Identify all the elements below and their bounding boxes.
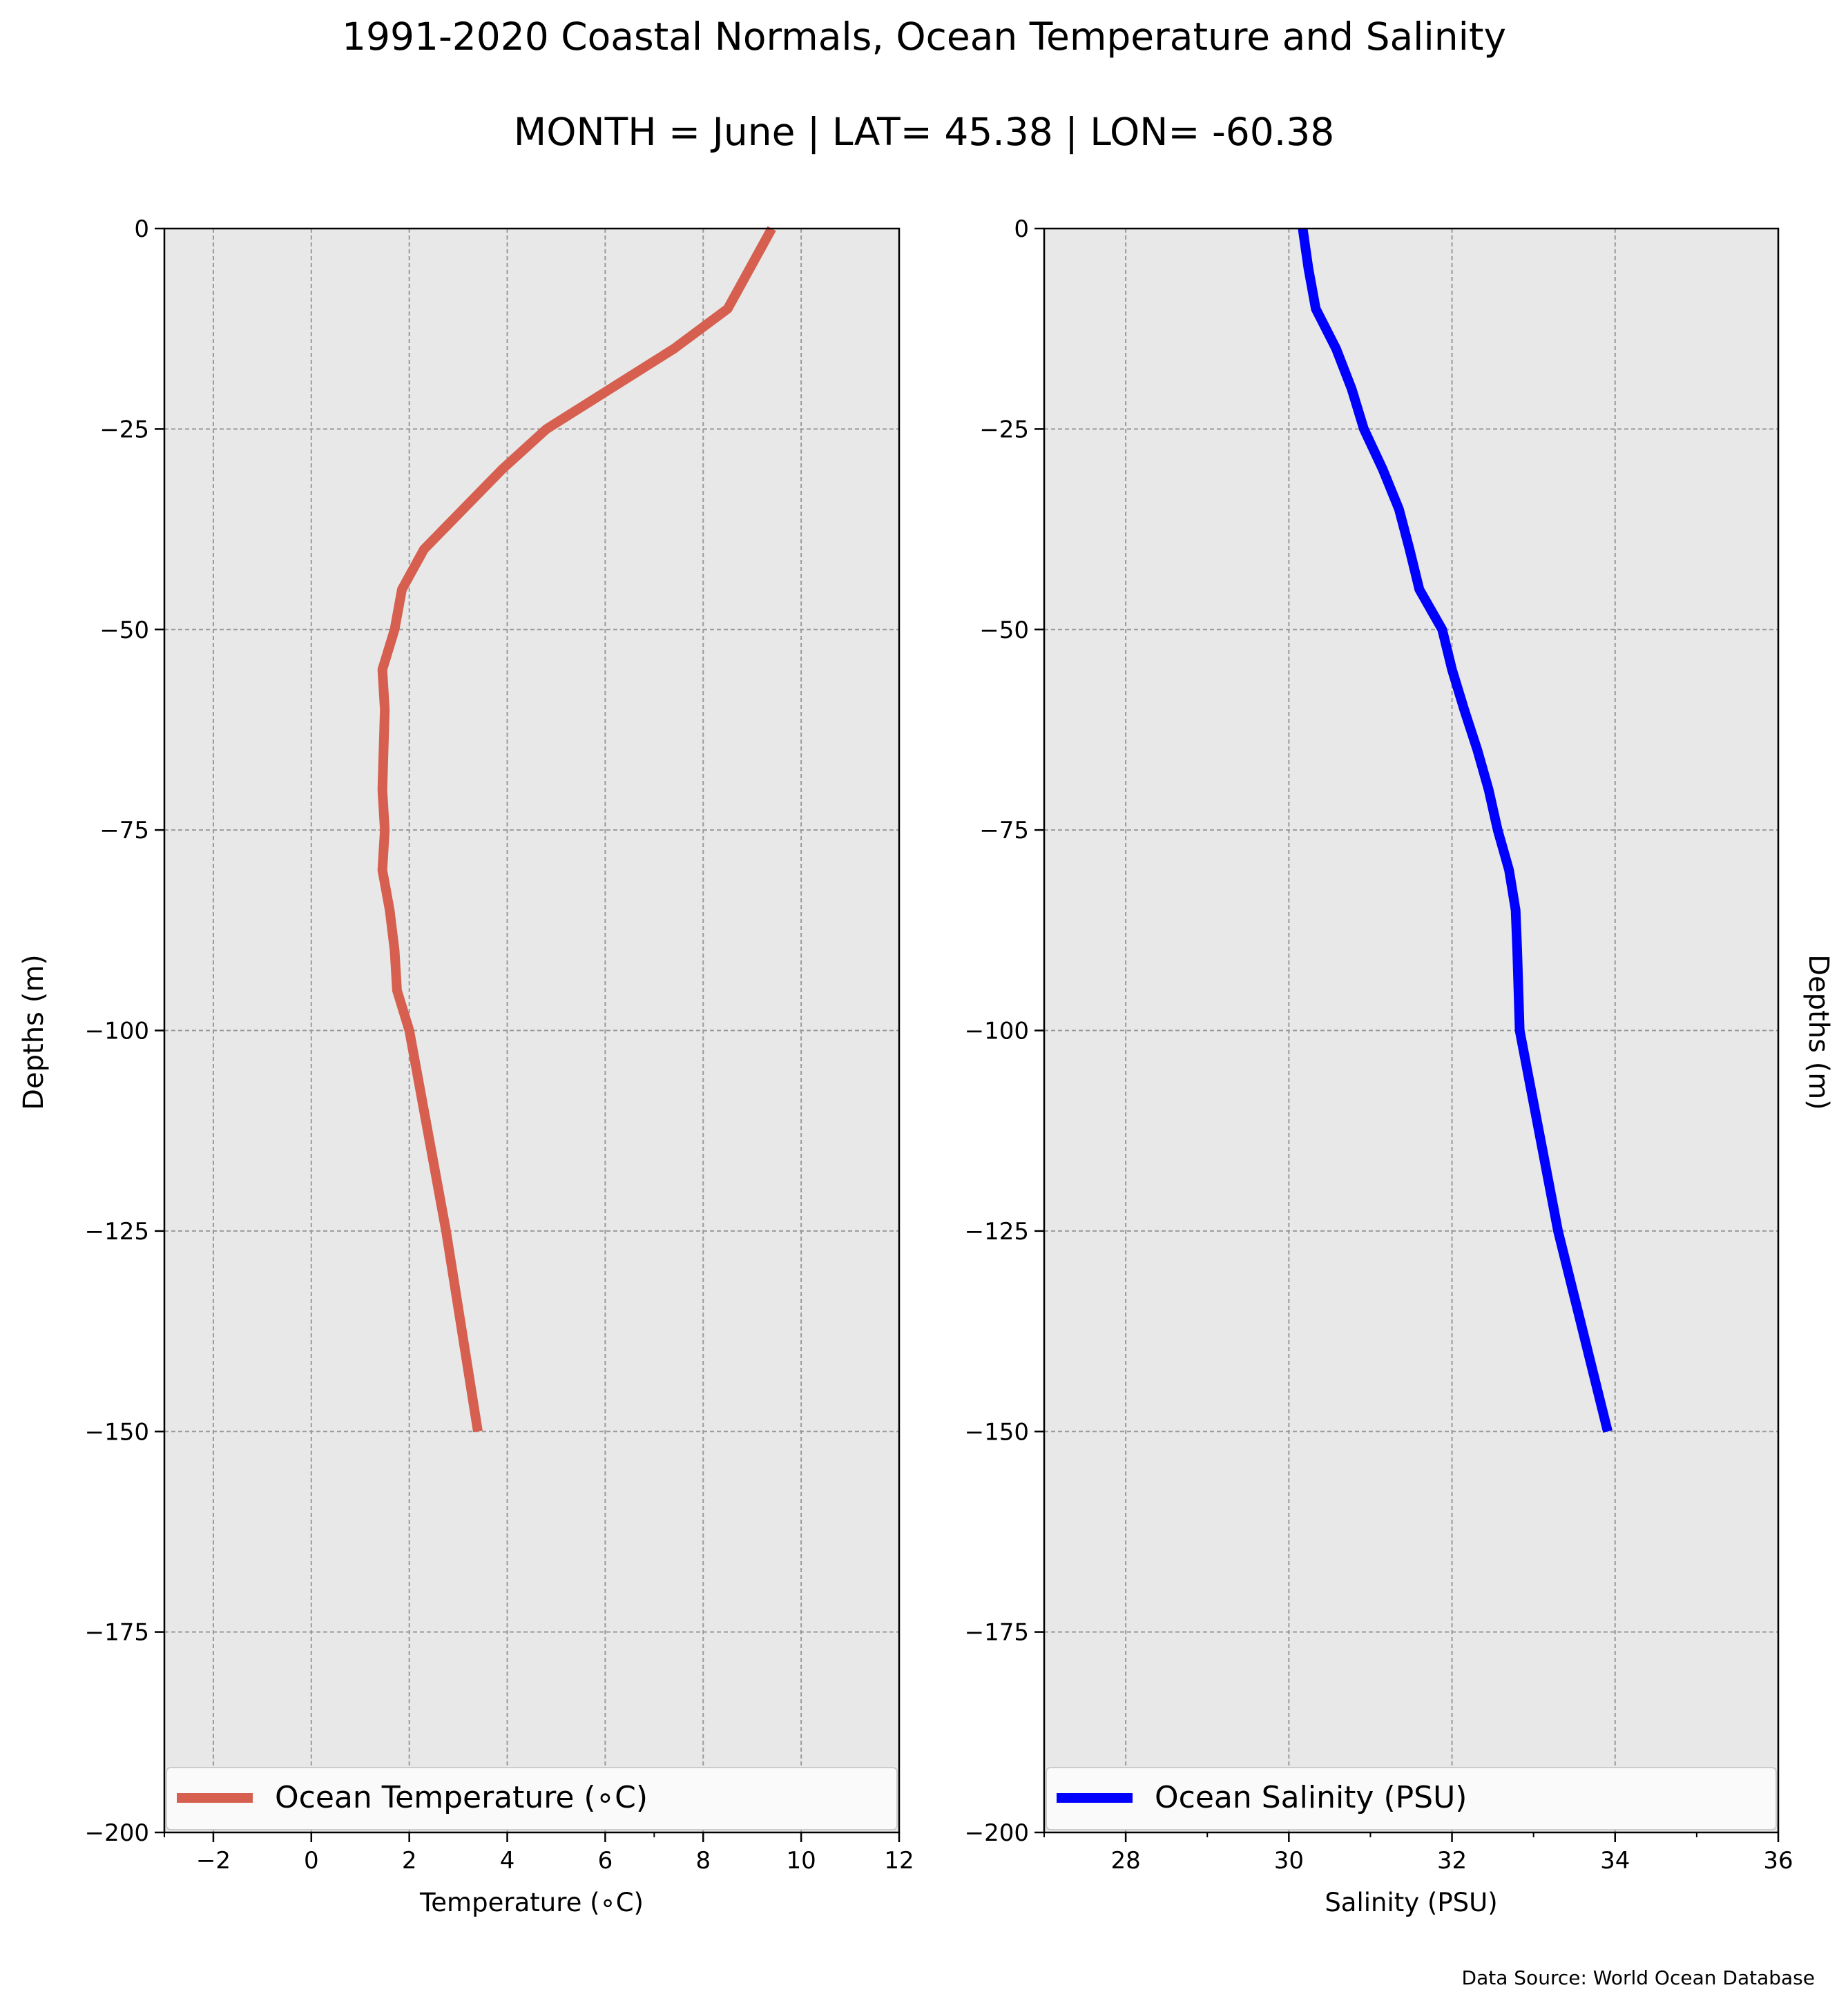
temperature-y-tick-label: −175 bbox=[85, 1619, 149, 1647]
temperature-x-tick-label: 10 bbox=[787, 1847, 816, 1875]
salinity-y-tick-label: −100 bbox=[965, 1018, 1029, 1045]
salinity-x-tick-label: 36 bbox=[1763, 1847, 1793, 1875]
temperature-x-tick-label: 2 bbox=[402, 1847, 417, 1875]
right-y-axis-label: Depths (m) bbox=[1802, 954, 1834, 1110]
temperature-x-axis-label: Temperature (∘C) bbox=[419, 1888, 644, 1917]
temperature-legend-box bbox=[166, 1767, 898, 1830]
salinity-legend-label: Ocean Salinity (PSU) bbox=[1155, 1780, 1467, 1815]
salinity-y-tick-label: −125 bbox=[965, 1218, 1029, 1246]
salinity-y-tick-label: 0 bbox=[1014, 215, 1029, 243]
temperature-legend-label: Ocean Temperature (∘C) bbox=[275, 1780, 648, 1815]
temperature-x-tick-label: 8 bbox=[695, 1847, 711, 1875]
salinity-x-tick-label: 32 bbox=[1437, 1847, 1467, 1875]
temperature-x-tick-label: 4 bbox=[500, 1847, 515, 1875]
salinity-y-tick-label: −75 bbox=[979, 817, 1029, 844]
figure-title: 1991-2020 Coastal Normals, Ocean Tempera… bbox=[342, 14, 1506, 59]
temperature-x-tick-label: −2 bbox=[196, 1847, 231, 1875]
temperature-y-tick-label: −150 bbox=[85, 1418, 149, 1446]
salinity-legend: Ocean Salinity (PSU) bbox=[1046, 1767, 1777, 1830]
temperature-y-tick-label: −25 bbox=[99, 416, 149, 443]
temperature-y-tick-label: −100 bbox=[85, 1018, 149, 1045]
salinity-y-tick-label: −150 bbox=[965, 1418, 1029, 1446]
salinity-y-tick-label: −25 bbox=[979, 416, 1029, 443]
temperature-y-tick-label: −200 bbox=[85, 1819, 149, 1847]
salinity-panel: 28 30 32 34 36 0 −25 −50 −75 −100 −125 −150 −175 −200… bbox=[965, 215, 1793, 1917]
temperature-y-tick-label: 0 bbox=[134, 215, 149, 243]
temperature-axes-frame bbox=[163, 227, 901, 1834]
temperature-y-tick-label: −50 bbox=[99, 617, 149, 644]
salinity-x-tick-label: 34 bbox=[1600, 1847, 1630, 1875]
temperature-series-line bbox=[377, 226, 776, 1433]
salinity-y-tick-label: −50 bbox=[979, 617, 1029, 644]
salinity-series-line bbox=[1298, 228, 1613, 1433]
temperature-panel: −2 0 2 4 6 8 10 12 0 −25 −50 −75 −100 −125 −150 −175 −20… bbox=[85, 215, 914, 1917]
salinity-legend-box bbox=[1046, 1767, 1777, 1830]
salinity-axes-frame bbox=[1043, 227, 1780, 1834]
data-source-note: Data Source: World Ocean Database bbox=[1462, 1966, 1815, 1989]
salinity-y-tick-label: −200 bbox=[965, 1819, 1029, 1847]
salinity-x-tick-label: 28 bbox=[1110, 1847, 1140, 1875]
temperature-x-tick-label: 0 bbox=[304, 1847, 319, 1875]
temperature-y-tick-label: −75 bbox=[99, 817, 149, 844]
temperature-legend: Ocean Temperature (∘C) bbox=[166, 1767, 898, 1830]
salinity-x-tick-label: 30 bbox=[1274, 1847, 1304, 1875]
salinity-x-axis-label: Salinity (PSU) bbox=[1325, 1888, 1497, 1917]
figure-subtitle: MONTH = June | LAT= 45.38 | LON= -60.38 bbox=[514, 110, 1335, 155]
temperature-x-tick-label: 6 bbox=[598, 1847, 613, 1875]
temperature-x-tick-label: 12 bbox=[884, 1847, 914, 1875]
left-y-axis-label: Depths (m) bbox=[18, 954, 50, 1110]
temperature-y-tick-label: −125 bbox=[85, 1218, 149, 1246]
salinity-y-tick-label: −175 bbox=[965, 1619, 1029, 1647]
